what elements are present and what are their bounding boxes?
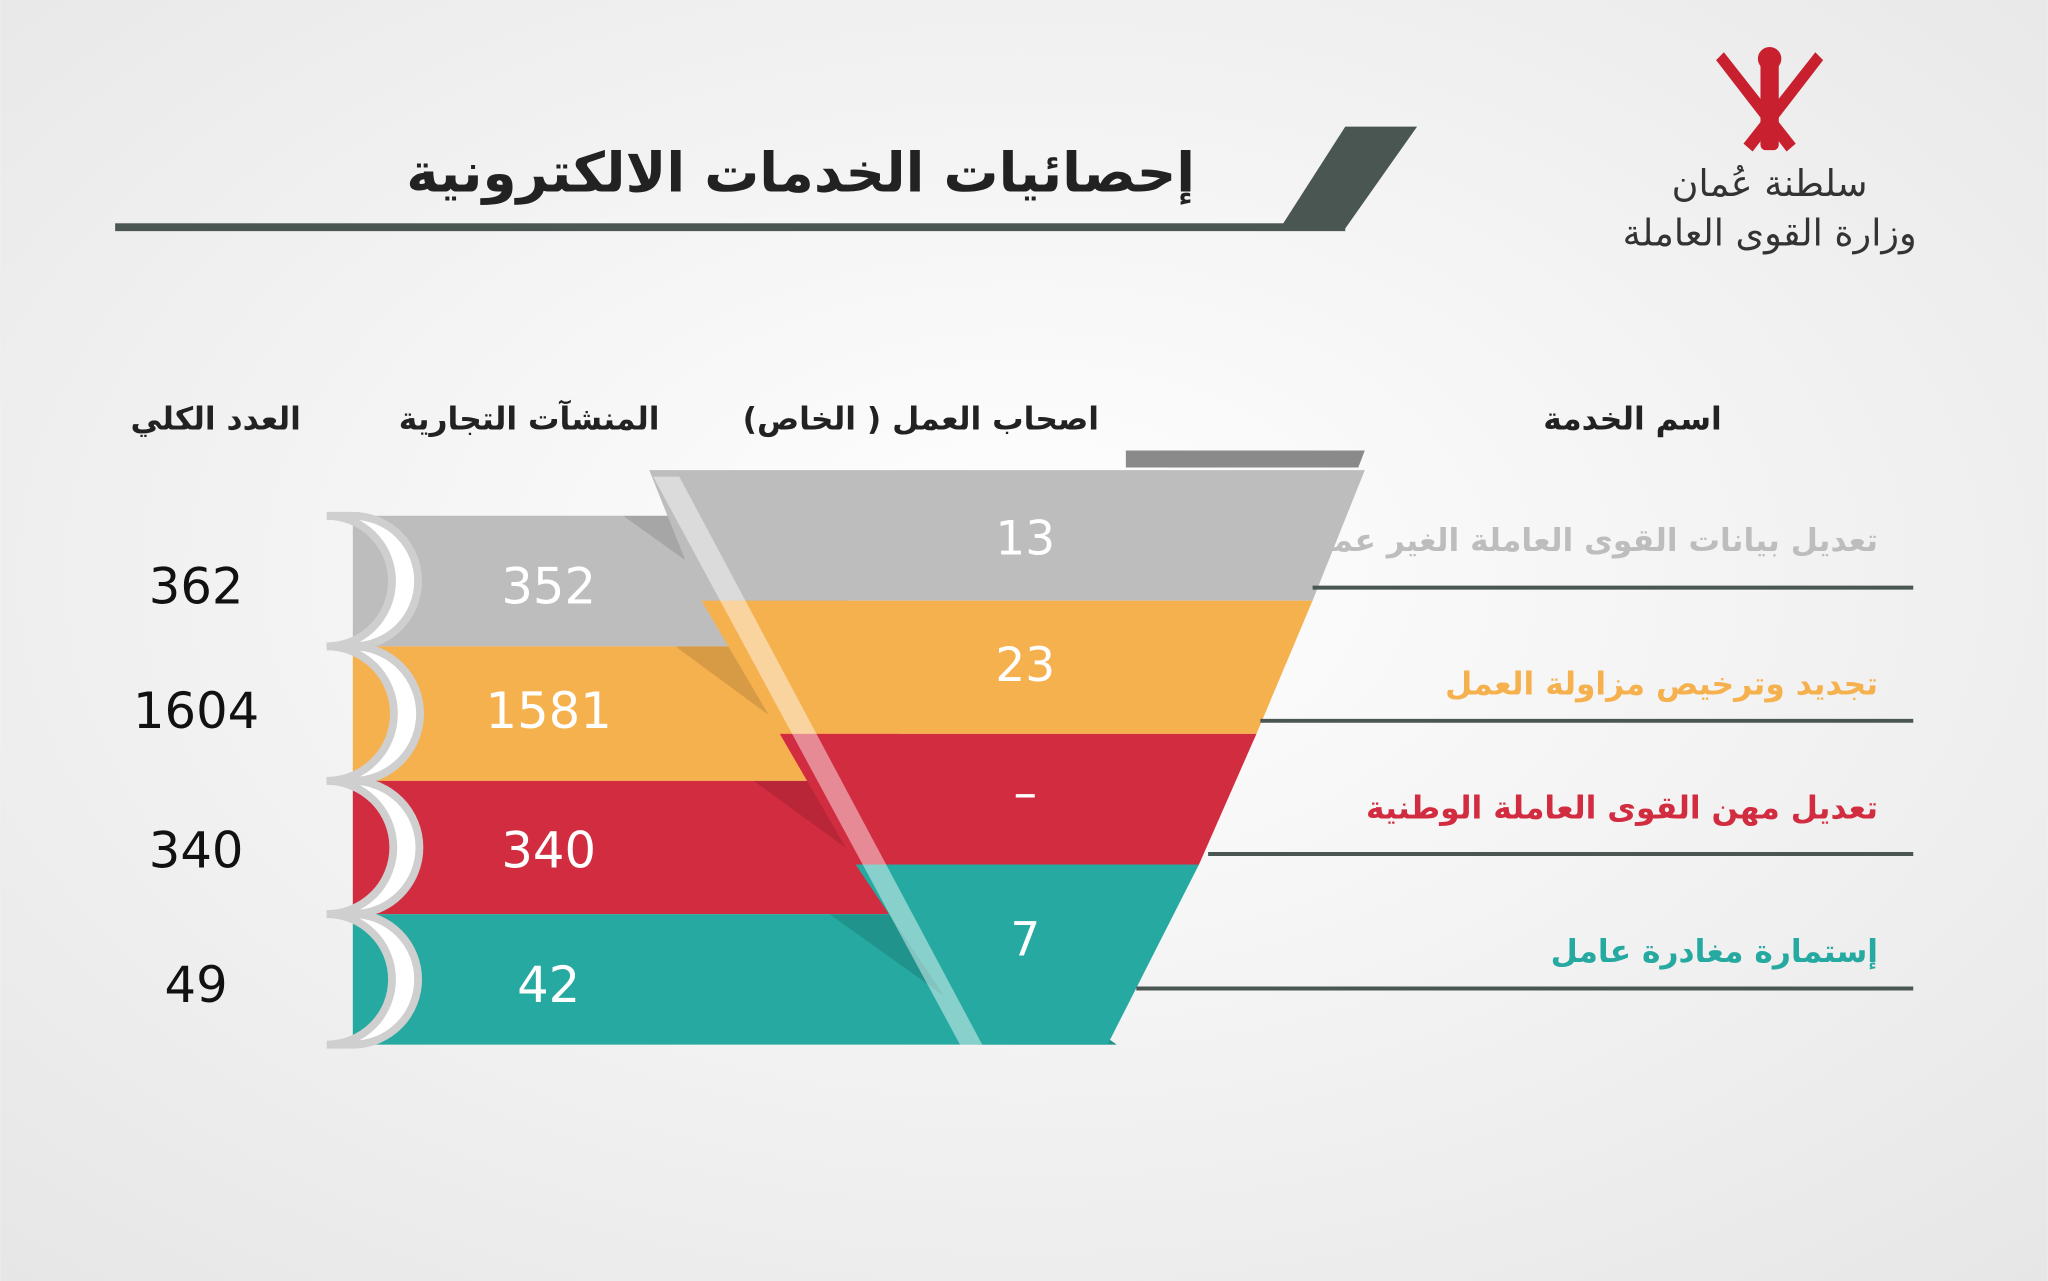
column-header: المنشآت التجارية [399, 398, 660, 437]
logo-text: وزارة القوى العاملة [1623, 212, 1917, 255]
title-rule [115, 223, 1346, 232]
table: اسم الخدمة اصحاب العمل ( الخاص) المنشآت ال… [130, 398, 1914, 1049]
logo-text: سلطنة عُمان [1672, 162, 1868, 205]
commercial-value: 1581 [486, 682, 612, 740]
column-header: العدد الكلي [130, 401, 300, 437]
funnel-segment [779, 733, 1257, 865]
total-value: 1604 [133, 682, 259, 740]
employers-value: 23 [995, 638, 1055, 693]
funnel-highlight [653, 476, 983, 1045]
commercial-value: 42 [517, 956, 580, 1014]
employers-value: 7 [1010, 912, 1040, 967]
title-accent [1279, 126, 1418, 229]
employers-value: 13 [995, 511, 1055, 566]
service-name: تعديل مهن القوى العاملة الوطنية [1366, 791, 1878, 827]
funnel-tab [1125, 450, 1365, 468]
funnel-segment [649, 470, 1365, 601]
column-header: اسم الخدمة [1543, 401, 1722, 437]
service-name: إستمارة مغادرة عامل [1551, 934, 1878, 970]
total-value: 49 [165, 956, 228, 1014]
logo [1716, 47, 1824, 152]
funnel-segment [701, 600, 1313, 734]
commercial-value: 352 [501, 558, 596, 616]
total-value: 362 [149, 558, 244, 616]
commercial-value: 340 [501, 822, 596, 880]
column-header: اصحاب العمل ( الخاص) [743, 401, 1099, 437]
service-name: تجديد وترخيص مزاولة العمل [1445, 667, 1878, 703]
service-name: تعديل بيانات القوى العاملة الغير عمانية [1278, 523, 1878, 559]
funnel-segment [855, 864, 1199, 1045]
title: إحصائيات الخدمات الالكترونية [406, 140, 1195, 205]
total-value: 340 [149, 822, 244, 880]
employers-value: – [1014, 766, 1037, 821]
